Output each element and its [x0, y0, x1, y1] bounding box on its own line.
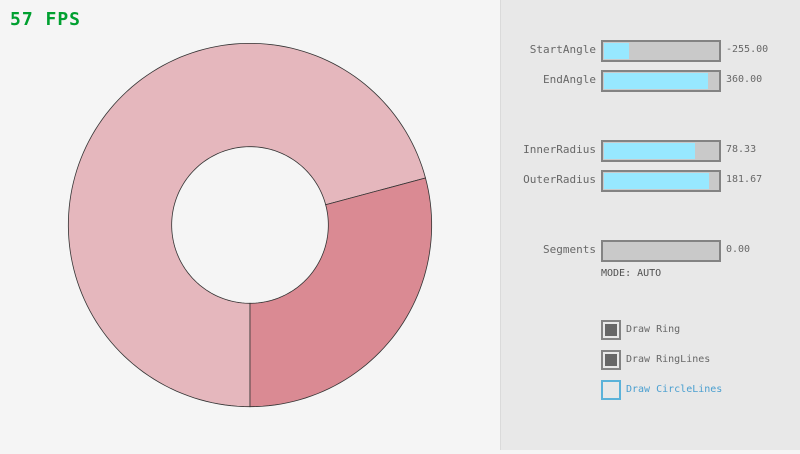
slider-label: EndAngle — [543, 73, 596, 86]
start-angle-slider[interactable] — [601, 40, 721, 62]
slider-value: 360.00 — [726, 74, 763, 85]
slider-outer-radius: OuterRadius 181.67 — [501, 170, 800, 192]
slider-fill — [604, 173, 710, 189]
draw-ring-checkbox[interactable]: Draw Ring — [601, 320, 680, 340]
slider-value: 0.00 — [726, 244, 751, 255]
slider-label: InnerRadius — [523, 143, 596, 156]
checkbox-box[interactable] — [601, 350, 621, 370]
checkbox-label: Draw CircleLines — [626, 384, 723, 395]
ring-sector — [249, 177, 433, 408]
slider-value: 78.33 — [726, 144, 757, 155]
slider-value: -255.00 — [726, 44, 769, 55]
slider-fill — [604, 73, 709, 89]
checkbox-box[interactable] — [601, 380, 621, 400]
mode-label: MODE: AUTO — [601, 268, 662, 279]
slider-fill — [604, 143, 695, 159]
ring-drawing — [67, 42, 433, 408]
end-angle-slider[interactable] — [601, 70, 721, 92]
slider-label: Segments — [543, 243, 596, 256]
draw-circlelines-checkbox[interactable]: Draw CircleLines — [601, 380, 722, 400]
inner-radius-slider[interactable] — [601, 140, 721, 162]
slider-label: OuterRadius — [523, 173, 596, 186]
slider-inner-radius: InnerRadius 78.33 — [501, 140, 800, 162]
checkbox-label: Draw RingLines — [626, 354, 711, 365]
checkbox-label: Draw Ring — [626, 324, 681, 335]
slider-end-angle: EndAngle 360.00 — [501, 70, 800, 92]
slider-value: 181.67 — [726, 174, 763, 185]
ring-canvas: 57 FPS — [10, 9, 433, 408]
slider-label: StartAngle — [529, 43, 596, 56]
fps-counter: 57 FPS — [10, 9, 82, 30]
segments-slider[interactable] — [601, 240, 721, 262]
slider-fill — [604, 43, 630, 59]
checkbox-box[interactable] — [601, 320, 621, 340]
outer-radius-slider[interactable] — [601, 170, 721, 192]
slider-segments: Segments 0.00 — [501, 240, 800, 262]
draw-ringlines-checkbox[interactable]: Draw RingLines — [601, 350, 710, 370]
controls-panel: StartAngle -255.00 EndAngle 360.00 Inner… — [500, 0, 800, 450]
slider-start-angle: StartAngle -255.00 — [501, 40, 800, 62]
